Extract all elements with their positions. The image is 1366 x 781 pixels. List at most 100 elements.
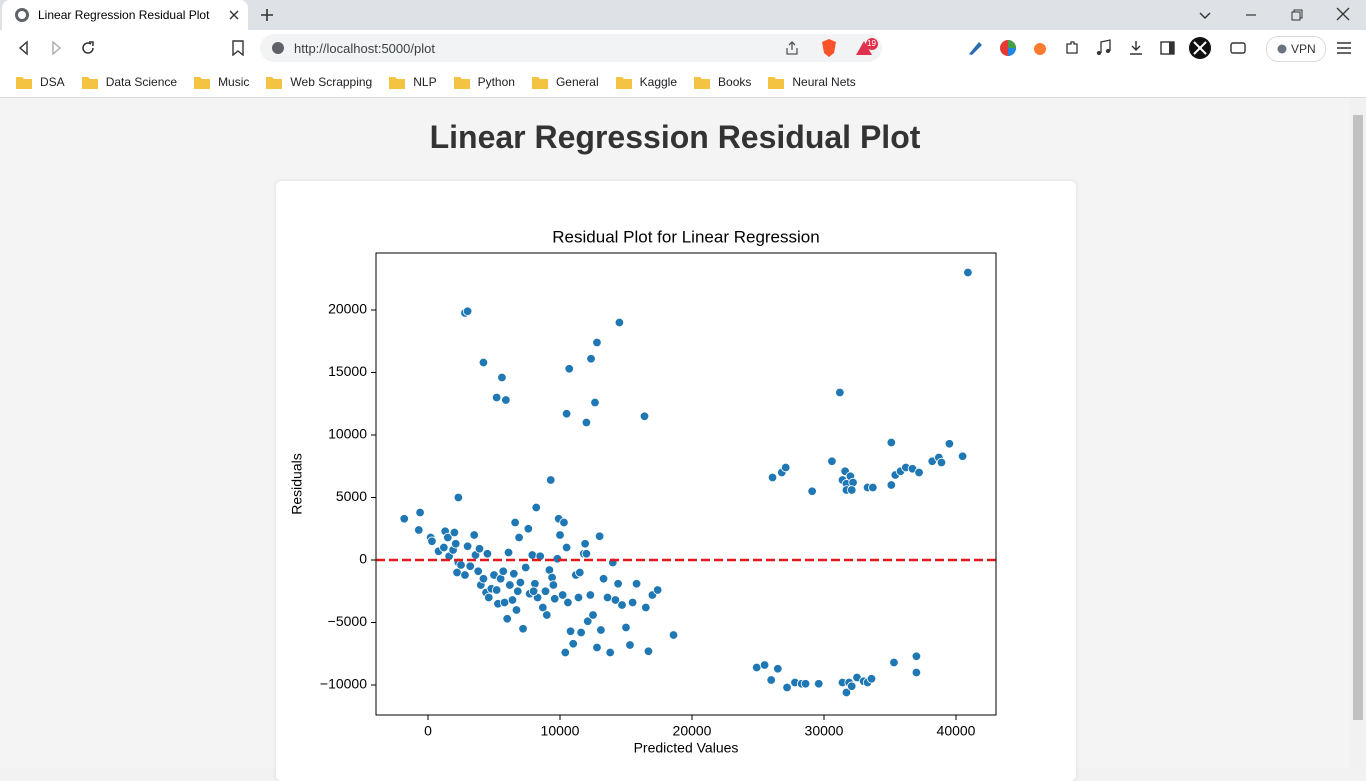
point <box>914 467 924 478</box>
menu[interactable] <box>1336 40 1352 56</box>
point <box>414 525 424 535</box>
point <box>613 579 623 589</box>
point <box>814 679 824 689</box>
point <box>473 566 483 576</box>
new-tab[interactable] <box>260 8 274 22</box>
point <box>501 395 511 405</box>
bookmark[interactable]: NLP <box>389 75 437 89</box>
point <box>514 532 524 543</box>
folder-icon <box>389 76 406 89</box>
extension[interactable] <box>966 39 984 57</box>
bookmark[interactable]: Music <box>194 75 249 89</box>
profile[interactable] <box>1188 36 1212 60</box>
bookmark[interactable]: Books <box>694 75 751 89</box>
bookmark-button[interactable] <box>231 40 245 56</box>
address-bar[interactable]: http://localhost:5000/plot 19 <box>260 34 882 62</box>
bookmark[interactable]: General <box>531 75 599 89</box>
x-tick-label: 0 <box>424 723 432 739</box>
sidebar[interactable] <box>1159 39 1177 57</box>
point <box>625 640 635 650</box>
close-tab[interactable] <box>228 9 240 21</box>
reload-button[interactable] <box>80 40 96 56</box>
bookmark[interactable]: Web Scrapping <box>266 75 372 89</box>
x-tick-label: 30000 <box>805 723 844 739</box>
tab-search[interactable] <box>1198 8 1212 22</box>
forward-button[interactable] <box>48 40 64 56</box>
scroll-thumb[interactable] <box>1353 115 1363 720</box>
folder-icon <box>694 76 711 89</box>
point <box>563 597 573 608</box>
folder-icon <box>16 76 32 89</box>
point <box>588 610 598 620</box>
point <box>561 542 572 553</box>
folder-icon <box>266 76 283 89</box>
point <box>538 602 548 613</box>
point <box>518 624 528 634</box>
wallet[interactable] <box>1229 39 1247 57</box>
point <box>773 664 783 674</box>
bookmark-label: Kaggle <box>639 74 678 89</box>
restore[interactable] <box>1290 8 1304 22</box>
y-tick-label: −10000 <box>320 676 367 692</box>
brave-rewards[interactable] <box>855 38 879 58</box>
point <box>462 541 473 551</box>
point <box>449 527 460 538</box>
point <box>528 586 539 596</box>
tab-strip: Linear Regression Residual Plot <box>0 0 1366 30</box>
bookmark[interactable]: Python <box>453 75 515 89</box>
folder-icon <box>615 76 632 89</box>
point <box>510 517 520 528</box>
bookmark[interactable]: Kaggle <box>615 74 678 89</box>
minimize[interactable] <box>1244 8 1258 22</box>
extensions-menu[interactable] <box>1063 39 1081 57</box>
point <box>560 647 570 658</box>
tab[interactable]: Linear Regression Residual Plot <box>2 0 248 30</box>
point <box>557 590 568 600</box>
y-tick-label: 10000 <box>328 426 367 442</box>
point <box>503 547 514 558</box>
vpn-status <box>1277 44 1287 54</box>
bookmark[interactable]: DSA <box>16 75 65 89</box>
share[interactable] <box>784 40 800 56</box>
x-tick-label: 20000 <box>673 723 712 739</box>
point <box>469 530 479 540</box>
brave-shields[interactable] <box>820 38 838 58</box>
point <box>520 562 531 573</box>
point <box>602 592 613 603</box>
close-window[interactable] <box>1336 7 1350 21</box>
point <box>643 646 654 656</box>
point <box>548 580 559 590</box>
point <box>594 531 605 541</box>
point <box>555 530 565 540</box>
favicon <box>15 8 29 22</box>
point <box>583 616 593 626</box>
point <box>427 536 437 546</box>
site-info[interactable] <box>272 42 284 54</box>
point <box>465 561 475 571</box>
media-controls[interactable] <box>1095 39 1113 57</box>
bookmark[interactable]: Neural Nets <box>768 75 856 89</box>
point <box>751 662 762 673</box>
vpn-button[interactable]: VPN <box>1266 36 1326 62</box>
bookmark[interactable]: Data Science <box>81 75 177 89</box>
point <box>807 486 817 496</box>
bookmarks-bar: DSA Data Science Music Web Scrapping NLP Pyth… <box>0 66 1366 98</box>
extension[interactable] <box>1031 39 1049 57</box>
point <box>399 514 409 524</box>
bookmark-label: DSA <box>40 74 65 89</box>
scrollbar[interactable] <box>1350 99 1366 768</box>
point <box>841 687 852 698</box>
point <box>592 337 602 348</box>
back-button[interactable] <box>16 40 32 56</box>
point <box>605 647 615 658</box>
point <box>641 602 651 613</box>
point <box>478 357 489 368</box>
point <box>621 622 631 633</box>
extension[interactable] <box>999 39 1017 57</box>
point <box>782 682 792 693</box>
point <box>580 539 590 549</box>
downloads[interactable] <box>1127 39 1145 57</box>
x-axis-label: Predicted Values <box>634 740 739 756</box>
y-tick-label: 15000 <box>328 363 367 379</box>
